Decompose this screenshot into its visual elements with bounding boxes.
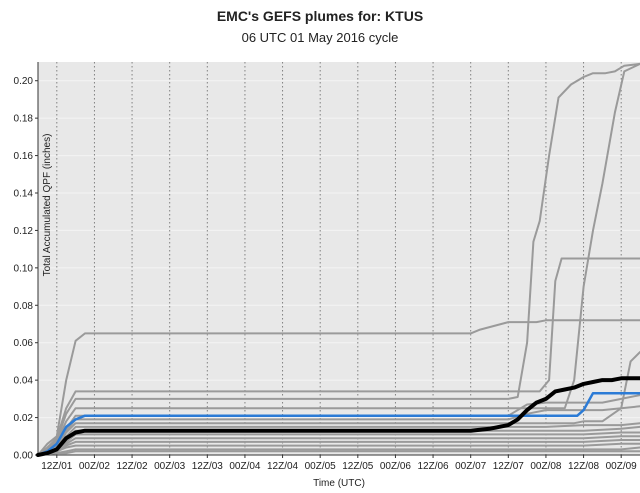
- grid-lines: [38, 62, 640, 456]
- x-tick-label: 00Z/03: [154, 461, 186, 472]
- y-tick-label: 0.04: [14, 376, 34, 387]
- y-tick-label: 0.06: [14, 338, 34, 349]
- y-tick-label: 0.02: [14, 413, 34, 424]
- mean-series-line: [36, 376, 640, 457]
- plot-area: [38, 62, 640, 455]
- x-tick-label: 12Z/06: [417, 461, 449, 472]
- member-series-line: [37, 62, 640, 456]
- y-tick-label: 0.14: [14, 189, 34, 200]
- x-tick-label: 12Z/03: [192, 461, 224, 472]
- axes: 0.00 0.02 0.04 0.06 0.08 0.10 0.12 0.14 0.16 0.18…: [14, 62, 640, 472]
- x-tick-label: 12Z/04: [267, 461, 299, 472]
- member-series-line: [37, 319, 640, 456]
- chart-title: EMC's GEFS plumes for: KTUS: [216, 8, 424, 24]
- y-tick-label: 0.10: [14, 263, 34, 274]
- x-tick-label: 00Z/06: [380, 461, 412, 472]
- x-tick-label: 12Z/08: [568, 461, 600, 472]
- x-tick-label: 00Z/04: [229, 461, 261, 472]
- x-tick-label: 00Z/09: [606, 461, 638, 472]
- y-tick-label: 0.20: [14, 76, 34, 87]
- x-tick-label: 12Z/07: [493, 461, 525, 472]
- y-tick-label: 0.16: [14, 151, 34, 162]
- x-axis-label: Time (UTC): [313, 478, 365, 489]
- x-tick-label: 12Z/02: [116, 461, 148, 472]
- plume-series: [36, 62, 640, 457]
- x-tick-label: 00Z/07: [455, 461, 487, 472]
- y-tick-label: 0.12: [14, 226, 34, 237]
- member-series-line: [37, 450, 640, 456]
- x-tick-label: 00Z/08: [530, 461, 562, 472]
- x-tick-label: 12Z/05: [342, 461, 374, 472]
- y-tick-label: 0.08: [14, 301, 34, 312]
- chart-subtitle: 06 UTC 01 May 2016 cycle: [241, 30, 399, 45]
- x-tick-label: 00Z/05: [305, 461, 337, 472]
- y-axis-label: Total Accumulated QPF (inches): [42, 134, 53, 277]
- y-tick-label: 0.18: [14, 114, 34, 125]
- control-series-line: [36, 391, 640, 457]
- x-tick-label: 12Z/01: [41, 461, 73, 472]
- x-tick-label: 00Z/02: [79, 461, 111, 472]
- member-series-line: [37, 257, 640, 456]
- y-tick-label: 0.00: [14, 451, 34, 462]
